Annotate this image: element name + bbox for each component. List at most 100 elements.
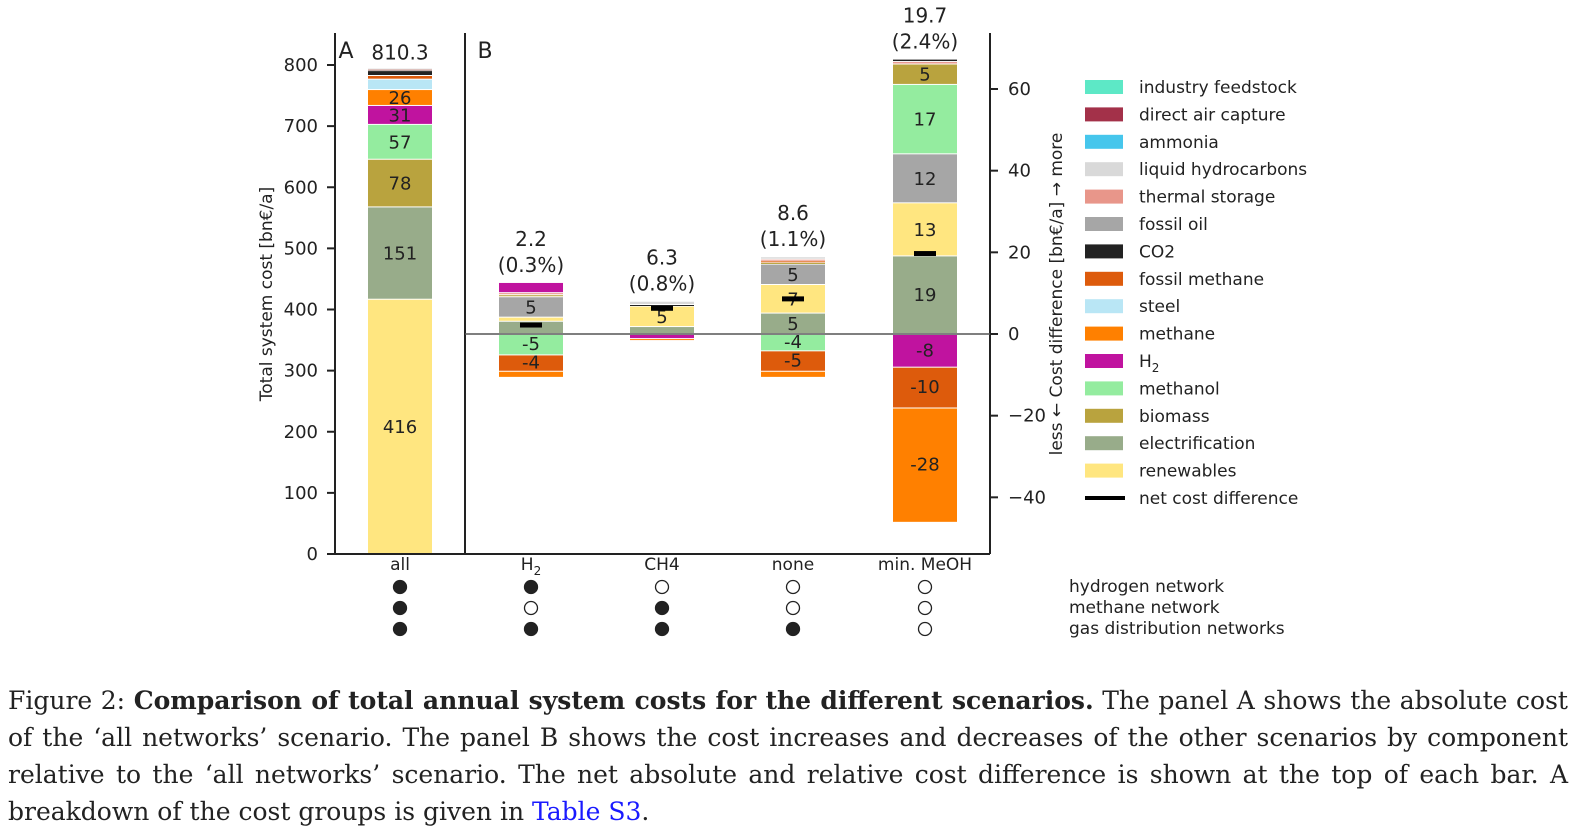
segment-label: 19 [914,285,937,306]
bar-segment-methane [368,90,432,105]
bar-segment-fossil-methane [893,367,957,408]
bar-segment-renewables [499,317,563,321]
segment-label: 12 [914,169,937,190]
y-tick-label-b: 60 [1008,79,1031,100]
y-tick-label-b: 40 [1008,161,1031,182]
legend-label-industry-feedstock: industry feedstock [1139,78,1297,98]
total-label-a: 810.3 [371,41,428,65]
net-cost-marker [520,322,542,328]
bar-segment-methanol [893,84,957,154]
empty-circle-icon [917,621,933,637]
legend-swatch-direct-air-capture [1085,107,1123,122]
net-cost-marker [651,305,673,311]
bar-segment-electrification [368,207,432,299]
segment-label: 5 [525,297,536,318]
legend-swatch-thermal-storage [1085,189,1123,204]
bar-segment-H2 [368,105,432,124]
segment-label: -10 [910,377,939,398]
bar-segment-biomass [499,295,563,297]
bar-segment-fossil-oil [368,69,432,71]
legend-label-thermal-storage: thermal storage [1139,188,1275,208]
network-row-label: hydrogen network [1069,577,1224,597]
panel-letter-b: B [477,39,492,64]
caption-end: . [641,797,650,826]
legend-label-ammonia: ammonia [1139,133,1219,153]
legend-swatch-steel [1085,299,1123,314]
bar-segment-renewables [368,299,432,553]
bar-segment-CO2 [630,305,694,307]
segment-label: 5 [787,314,798,335]
bar-segment-thermal-storage [499,293,563,295]
legend-label-H2: H2 [1139,352,1159,375]
y-tick-label-a: 0 [307,544,318,565]
filled-circle-icon [523,621,539,637]
y-tick-label-b: 20 [1008,242,1031,263]
empty-circle-icon [917,579,933,595]
segment-label: 416 [383,417,417,438]
y-tick-label-a: 600 [284,177,318,198]
bar-segment-renewables [893,203,957,256]
bar-segment-methanol [761,335,825,351]
category-label-1: H2 [521,555,541,578]
figure-caption: Figure 2: Comparison of total annual sys… [8,682,1568,830]
legend-label-methane: methane [1139,325,1215,345]
bar-segment-steel [368,79,432,90]
caption-title: Comparison of total annual system costs … [133,686,1094,715]
segment-label: 5 [656,307,667,328]
bar-segment-electrification [630,327,694,333]
filled-circle-icon [392,600,408,616]
y-tick-label-a: 300 [284,361,318,382]
bar-segment-biomass [761,262,825,264]
legend-label-direct-air-capture: direct air capture [1139,105,1286,125]
segment-label: 5 [919,65,930,86]
segment-label: 13 [914,220,937,241]
segment-label: -8 [916,340,934,361]
bar-segment-liquid-hydrocarbons [761,257,825,259]
y-tick-label-a: 100 [284,483,318,504]
y-axis-label-a: Total system cost [bn€/a] [257,187,277,402]
bar-segment-thermal-storage [893,62,957,64]
bar-segment-methane [761,371,825,377]
legend-swatch-methane [1085,326,1123,341]
bar-segment-liquid-hydrocarbons [368,68,432,70]
bar-segment-fossil-oil [893,154,957,203]
net-cost-percent: (2.4%) [892,30,958,54]
y-tick-label-a: 500 [284,238,318,259]
legend-label-electrification: electrification [1139,434,1255,454]
filled-circle-icon [523,579,539,595]
bar-segment-fossil-methane [761,261,825,263]
segment-label: 57 [389,132,412,153]
segment-label: -5 [784,351,802,372]
empty-circle-icon [785,600,801,616]
filled-circle-icon [392,621,408,637]
segment-label: 17 [914,110,937,131]
bar-segment-H2 [630,335,694,339]
bar-segment-fossil-oil [761,264,825,284]
segment-label: 26 [389,88,412,109]
legend-swatch-methanol [1085,381,1123,396]
net-cost-percent: (0.8%) [629,272,695,296]
filled-circle-icon [785,621,801,637]
bar-segment-fossil-oil [499,297,563,317]
bar-segment-methane [893,408,957,522]
legend-swatch-biomass [1085,408,1123,423]
filled-circle-icon [392,579,408,595]
net-cost-percent: (0.3%) [498,253,564,277]
bar-segment-electrification [893,256,957,333]
bar-segment-biomass [368,159,432,207]
net-cost-percent: (1.1%) [760,227,826,251]
table-s3-link[interactable]: Table S3 [532,797,642,826]
y-tick-label-a: 400 [284,300,318,321]
legend-label-fossil-oil: fossil oil [1139,215,1208,235]
net-cost-label: 19.7 [903,4,948,28]
y-tick-label-a: 700 [284,116,318,137]
legend-label-liquid-hydrocarbons: liquid hydrocarbons [1139,160,1307,180]
bar-segment-fossil-methane [368,76,432,79]
bar-segment-H2 [893,335,957,367]
legend-label-biomass: biomass [1139,407,1210,427]
empty-circle-icon [523,600,539,616]
legend-swatch-net-cost [1085,496,1125,500]
category-label-3: none [772,555,814,575]
bar-segment-methanol [368,124,432,159]
